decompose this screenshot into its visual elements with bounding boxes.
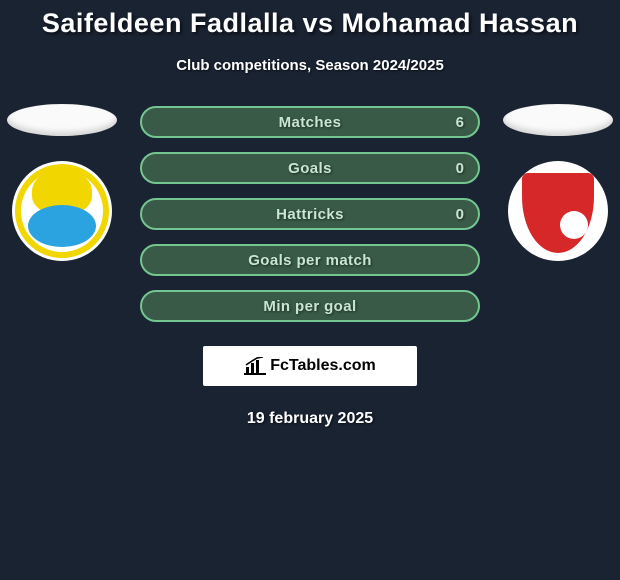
club-logo-right [508,161,608,261]
stat-row-goals: Goals 0 [140,152,480,184]
stat-label: Min per goal [263,298,356,315]
stat-row-matches: Matches 6 [140,106,480,138]
stat-value: 6 [456,114,464,131]
page-subtitle: Club competitions, Season 2024/2025 [0,57,620,74]
stat-value: 0 [456,206,464,223]
page-title: Saifeldeen Fadlalla vs Mohamad Hassan [0,8,620,39]
branding-text: FcTables.com [270,357,376,375]
stat-value: 0 [456,160,464,177]
stat-label: Hattricks [276,206,344,223]
club-logo-left [12,161,112,261]
stat-row-min-per-goal: Min per goal [140,290,480,322]
player-right-avatar-placeholder [503,104,613,136]
player-left-avatar-placeholder [7,104,117,136]
stat-label: Goals per match [248,252,372,269]
stat-label: Goals [288,160,332,177]
stats-column: Matches 6 Goals 0 Hattricks 0 Goals per … [140,104,480,322]
stat-row-hattricks: Hattricks 0 [140,198,480,230]
stat-row-goals-per-match: Goals per match [140,244,480,276]
player-left-column [2,104,122,261]
date-label: 19 february 2025 [0,410,620,428]
stat-label: Matches [279,114,342,131]
player-right-column [498,104,618,261]
chart-icon [244,357,266,375]
comparison-row: Matches 6 Goals 0 Hattricks 0 Goals per … [0,104,620,322]
comparison-card: Saifeldeen Fadlalla vs Mohamad Hassan Cl… [0,0,620,428]
branding-badge[interactable]: FcTables.com [203,346,417,386]
